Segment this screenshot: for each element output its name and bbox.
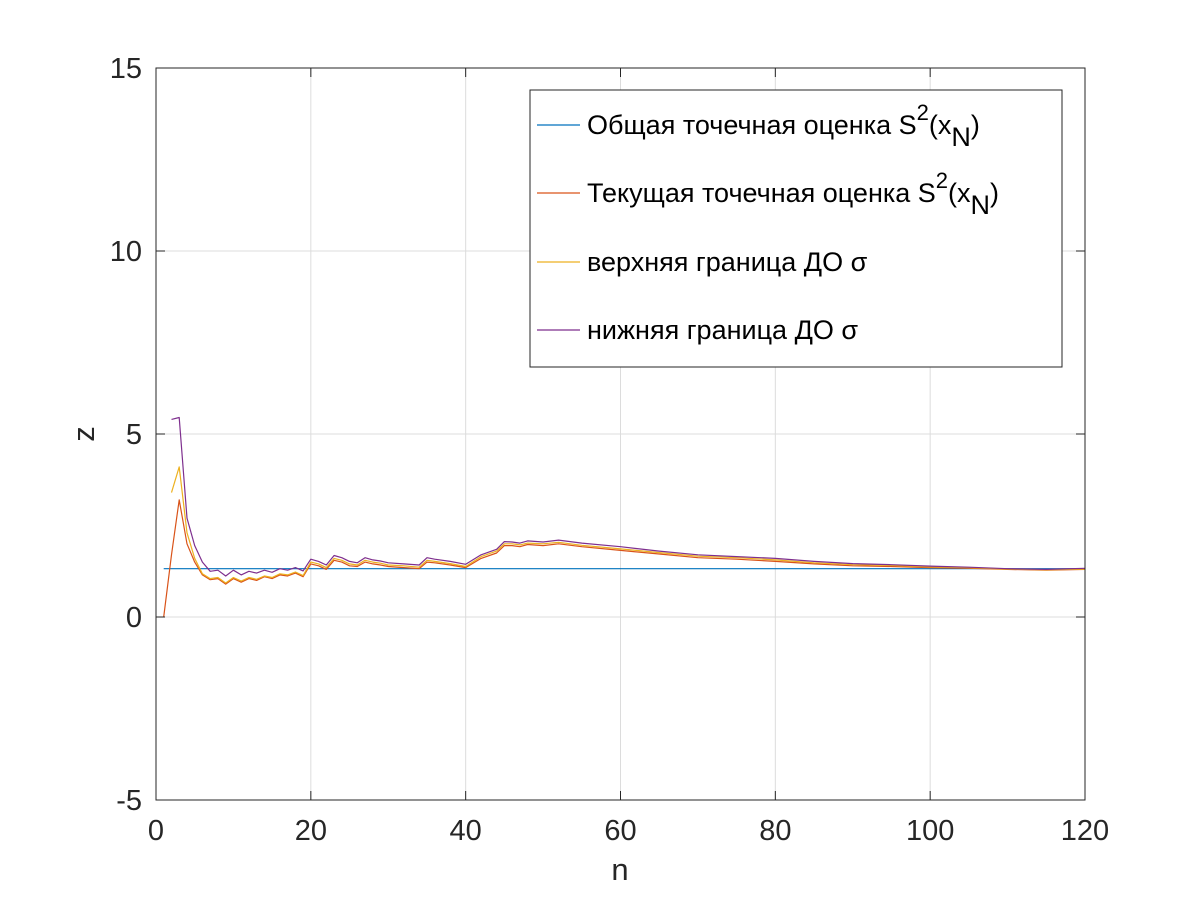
- series-line-current-estimate: [163, 499, 1086, 618]
- tick-mark-layer: [155, 67, 1086, 801]
- legend-entry-upper-bound: верхняя граница ДО σ: [587, 247, 868, 277]
- legend-entry-current-estimate: Текущая точечная оценка S2(xN): [587, 168, 999, 220]
- legend-entry-lower-bound: нижняя граница ДО σ: [587, 315, 858, 345]
- series-line-upper-bound: [170, 466, 1086, 584]
- y-tick-label: -5: [116, 785, 142, 817]
- legend: Общая точечная оценка S2(xN) Текущая точ…: [529, 89, 1063, 368]
- legend-box: [529, 89, 1063, 368]
- y-tick-label: 5: [126, 419, 142, 451]
- series-line-lower-bound: [171, 416, 1086, 577]
- x-tick-label: 120: [1061, 815, 1109, 847]
- y-tick-label: 10: [110, 236, 142, 268]
- x-tick-label: 20: [295, 815, 327, 847]
- x-tick-label: 100: [906, 815, 954, 847]
- x-tick-label: 0: [148, 815, 164, 847]
- series-layer: [163, 416, 1086, 618]
- y-axis-label: z: [66, 426, 101, 442]
- x-tick-label: 80: [759, 815, 791, 847]
- x-tick-label: 40: [450, 815, 482, 847]
- x-axis-label: n: [611, 852, 628, 887]
- y-tick-label: 0: [126, 602, 142, 634]
- legend-entry-overall-estimate: Общая точечная оценка S2(xN): [587, 100, 980, 152]
- x-tick-label: 60: [604, 815, 636, 847]
- y-tick-label: 15: [110, 53, 142, 85]
